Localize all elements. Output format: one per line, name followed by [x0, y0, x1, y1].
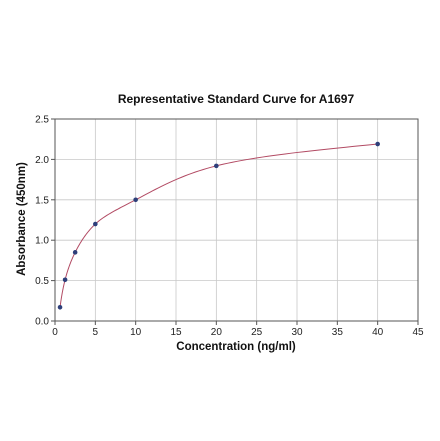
data-point — [214, 163, 219, 169]
data-point — [57, 304, 63, 310]
x-axis-title: Concentration (ng/ml) — [176, 341, 296, 353]
y-tick-label: 0.5 — [35, 276, 49, 287]
fit-curve — [59, 143, 378, 308]
x-tick-label: 35 — [332, 327, 344, 338]
grid-layer — [54, 118, 419, 322]
chart-title: Representative Standard Curve for A1697 — [118, 92, 355, 106]
data-point — [375, 141, 380, 147]
x-tick-label: 20 — [211, 327, 223, 338]
plot-frame — [54, 118, 419, 322]
x-tick-label: 45 — [412, 327, 424, 338]
y-tick-label: 1.0 — [35, 236, 49, 247]
x-tick-label: 30 — [291, 327, 303, 338]
x-tick-label: 0 — [52, 327, 58, 338]
x-tick-label: 15 — [170, 327, 182, 338]
data-point — [62, 277, 68, 283]
x-tick-label: 40 — [372, 327, 384, 338]
point-layer — [57, 141, 380, 310]
x-tick-label: 25 — [251, 327, 263, 338]
data-point — [72, 250, 78, 255]
y-tick-label: 2.0 — [35, 155, 49, 166]
x-tick-label: 5 — [93, 327, 99, 338]
y-tick-label: 1.5 — [35, 195, 49, 206]
x-tick-label: 10 — [130, 327, 142, 338]
data-point — [133, 197, 138, 203]
tick-layer: 0 5 10 15 20 25 30 35 40 45 0.0 0.5 1.0 1.5 2.0 2.5 — [35, 115, 424, 339]
y-axis-title: Absorbance (450nm) — [16, 162, 28, 276]
curve-layer — [59, 143, 378, 308]
y-tick-label: 2.5 — [35, 115, 49, 126]
y-tick-label: 0.0 — [35, 317, 49, 328]
data-point — [93, 221, 98, 227]
